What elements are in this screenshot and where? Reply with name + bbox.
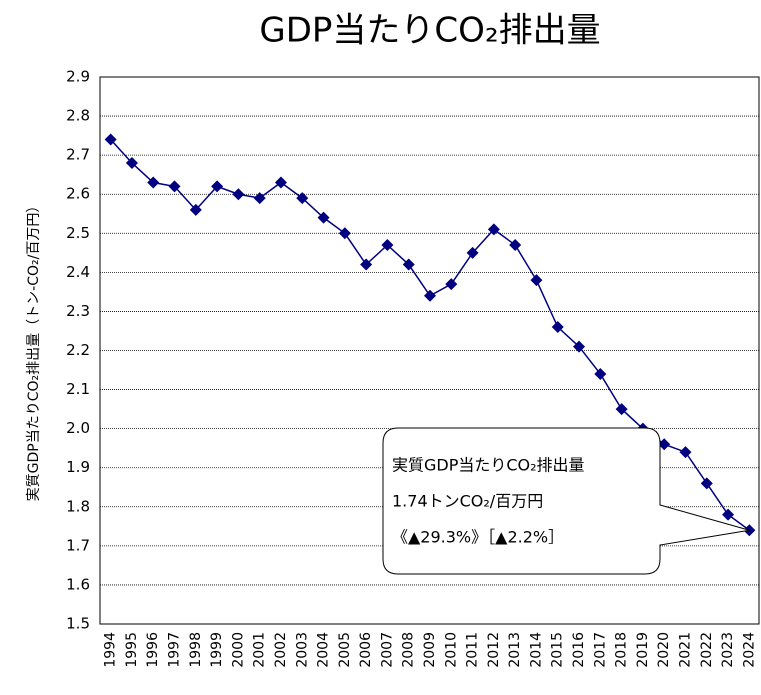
x-tick-label: 2000 (230, 632, 246, 668)
data-point (594, 367, 607, 380)
x-tick-label: 1996 (145, 632, 161, 668)
annotation-text: 実質GDP当たりCO₂排出量 (392, 456, 585, 475)
data-point (679, 446, 692, 459)
y-tick-label: 2.2 (66, 341, 90, 359)
x-tick-label: 2009 (422, 632, 438, 668)
data-point (211, 180, 224, 193)
data-point (381, 239, 394, 252)
x-tick-label: 2016 (571, 632, 587, 668)
data-point (445, 278, 458, 291)
x-tick-label: 2022 (699, 632, 715, 668)
data-point (338, 227, 351, 240)
x-tick-label: 2002 (273, 632, 289, 668)
y-tick-label: 2.9 (66, 68, 90, 86)
data-point (147, 176, 160, 189)
data-point (104, 133, 117, 146)
data-point (360, 258, 373, 271)
y-tick-label: 1.7 (66, 536, 90, 554)
data-point (125, 156, 138, 169)
y-tick-label: 2.4 (66, 263, 90, 281)
x-tick-label: 2017 (592, 632, 608, 668)
x-tick-label: 2001 (252, 632, 268, 668)
x-tick-label: 2020 (656, 632, 672, 668)
x-tick-label: 1994 (103, 632, 119, 668)
x-tick-label: 2010 (443, 632, 459, 668)
x-tick-label: 2023 (720, 632, 736, 668)
y-tick-label: 2.6 (66, 185, 90, 203)
y-tick-label: 1.8 (66, 497, 90, 515)
data-point (530, 274, 543, 287)
x-tick-label: 2011 (465, 632, 481, 668)
data-point (253, 192, 266, 205)
data-point (168, 180, 181, 193)
x-tick-label: 2015 (550, 632, 566, 668)
data-point (551, 321, 564, 334)
data-point (509, 239, 522, 252)
y-tick-label: 2.0 (66, 419, 90, 437)
data-point (700, 477, 713, 490)
callout-box (382, 427, 750, 575)
x-tick-label: 2004 (316, 632, 332, 668)
data-point (189, 203, 202, 216)
x-tick-label: 2021 (677, 632, 693, 668)
y-tick-label: 2.5 (66, 224, 90, 242)
data-point (573, 340, 586, 353)
y-axis-label: 実質GDP当たりCO₂排出量（トン-CO₂/百万円） (26, 199, 42, 502)
data-point (317, 211, 330, 224)
y-tick-label: 1.9 (66, 458, 90, 476)
x-tick-label: 2008 (401, 632, 417, 668)
x-tick-label: 1999 (209, 632, 225, 668)
data-point (232, 188, 245, 201)
data-point (402, 258, 415, 271)
annotation-text: 《▲29.3%》［▲2.2%］ (392, 528, 564, 547)
x-tick-label: 2005 (337, 632, 353, 668)
x-tick-label: 1995 (124, 632, 140, 668)
x-tick-label: 2024 (741, 632, 757, 668)
data-point (424, 289, 436, 302)
x-tick-label: 2018 (614, 632, 630, 668)
chart-title: GDP当たりCO₂排出量 (259, 11, 600, 51)
annotation-text: 1.74トンCO₂/百万円 (392, 492, 543, 511)
data-point (274, 176, 287, 189)
y-tick-label: 2.7 (66, 146, 90, 164)
x-tick-label: 2006 (358, 632, 374, 668)
x-tick-label: 2014 (528, 632, 544, 668)
x-tick-label: 2003 (294, 632, 310, 668)
x-tick-label: 2013 (507, 632, 523, 668)
x-tick-label: 1998 (188, 632, 204, 668)
data-point (722, 508, 735, 521)
data-point (466, 246, 479, 259)
x-tick-label: 2012 (486, 632, 502, 668)
x-tick-label: 2019 (635, 632, 651, 668)
y-tick-label: 1.6 (66, 575, 90, 593)
y-tick-label: 2.1 (66, 380, 90, 398)
x-tick-label: 2007 (379, 632, 395, 668)
data-point (487, 223, 500, 236)
plot-border (99, 76, 760, 625)
data-point (658, 438, 671, 451)
data-point (296, 192, 309, 205)
y-tick-label: 2.3 (66, 302, 90, 320)
data-point (615, 403, 628, 416)
y-tick-label: 1.5 (66, 615, 90, 633)
x-tick-label: 1997 (167, 632, 183, 668)
y-tick-label: 2.8 (66, 107, 90, 125)
